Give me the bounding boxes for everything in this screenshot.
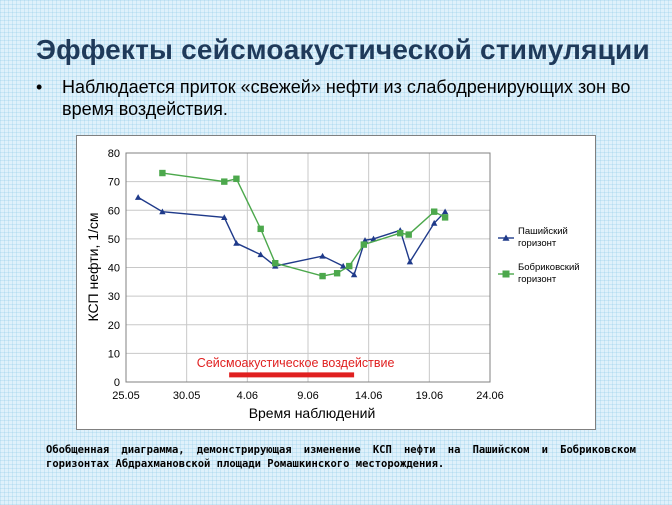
data-point <box>339 262 347 269</box>
x-tick-label: 24.06 <box>476 390 504 402</box>
data-point <box>134 194 142 200</box>
y-axis-label: КСП нефти, 1/см <box>85 212 101 321</box>
data-point <box>272 260 279 267</box>
data-point <box>221 214 228 220</box>
data-point <box>441 208 449 215</box>
chart-panel: 0 10 20 30 40 50 60 70 80 25.05 30.05 4.06 9.06 14.06… <box>76 135 596 430</box>
data-point <box>257 225 264 233</box>
data-point <box>319 252 326 259</box>
data-point <box>159 208 166 215</box>
annotation: Сейсмоакустическое воздействие <box>197 356 395 378</box>
data-point <box>257 251 264 258</box>
legend-label-line2: горизонт <box>518 238 557 249</box>
x-tick-label: 14.06 <box>355 390 383 402</box>
series-layer <box>134 169 449 280</box>
grid-lines <box>125 152 491 383</box>
legend-label: Пашийский <box>518 226 568 237</box>
line-chart: 0 10 20 30 40 50 60 70 80 25.05 30.05 4.06 9.06 14.06… <box>85 148 580 421</box>
legend-marker <box>502 270 510 278</box>
y-tick-label: 0 <box>114 377 120 389</box>
y-tick-label: 10 <box>108 348 120 360</box>
bullet-text: Наблюдается приток «свежей» нефти из сла… <box>62 77 631 119</box>
data-point <box>233 175 240 182</box>
data-point <box>221 178 228 185</box>
series-2 <box>159 169 449 280</box>
y-tick-label: 20 <box>108 320 120 332</box>
data-point <box>346 262 353 270</box>
data-point <box>441 214 449 221</box>
x-tick-label: 9.06 <box>297 390 318 402</box>
axes: 0 10 20 30 40 50 60 70 80 25.05 30.05 4.06 9.06 14.06… <box>108 148 504 402</box>
data-point <box>159 169 166 177</box>
plot-frame <box>125 152 491 383</box>
data-point <box>370 235 377 242</box>
y-tick-label: 50 <box>108 234 120 246</box>
legend-label: Бобриковский <box>518 262 580 273</box>
bullet-dot-icon: • <box>36 77 43 97</box>
figure-caption: Обобщенная диаграмма, демонстрирующая из… <box>46 444 636 470</box>
legend-marker <box>502 234 510 241</box>
y-tick-label: 30 <box>108 291 120 303</box>
data-point <box>360 241 368 248</box>
data-point <box>350 271 358 278</box>
data-point <box>233 239 240 246</box>
annotation-label: Сейсмоакустическое воздействие <box>197 356 395 370</box>
slide-title: Эффекты сейсмоакустической стимуляции <box>36 34 650 65</box>
bullet-item: • Наблюдается приток «свежей» нефти из с… <box>36 76 656 120</box>
x-tick-label: 4.06 <box>237 390 258 402</box>
x-tick-label: 25.05 <box>112 390 140 402</box>
legend-label-line2: горизонт <box>518 274 557 285</box>
y-tick-label: 40 <box>108 263 120 275</box>
data-point <box>406 258 414 265</box>
x-tick-label: 30.05 <box>173 390 201 402</box>
y-tick-label: 80 <box>108 148 120 160</box>
data-point <box>430 208 438 215</box>
y-tick-label: 60 <box>108 205 120 217</box>
x-axis-label: Время наблюдений <box>249 405 376 421</box>
data-point <box>430 219 438 226</box>
data-point <box>319 272 326 280</box>
y-tick-label: 70 <box>108 177 120 189</box>
x-tick-label: 19.06 <box>416 390 444 402</box>
data-point <box>405 231 412 238</box>
data-point <box>397 229 404 237</box>
data-point <box>333 270 341 277</box>
